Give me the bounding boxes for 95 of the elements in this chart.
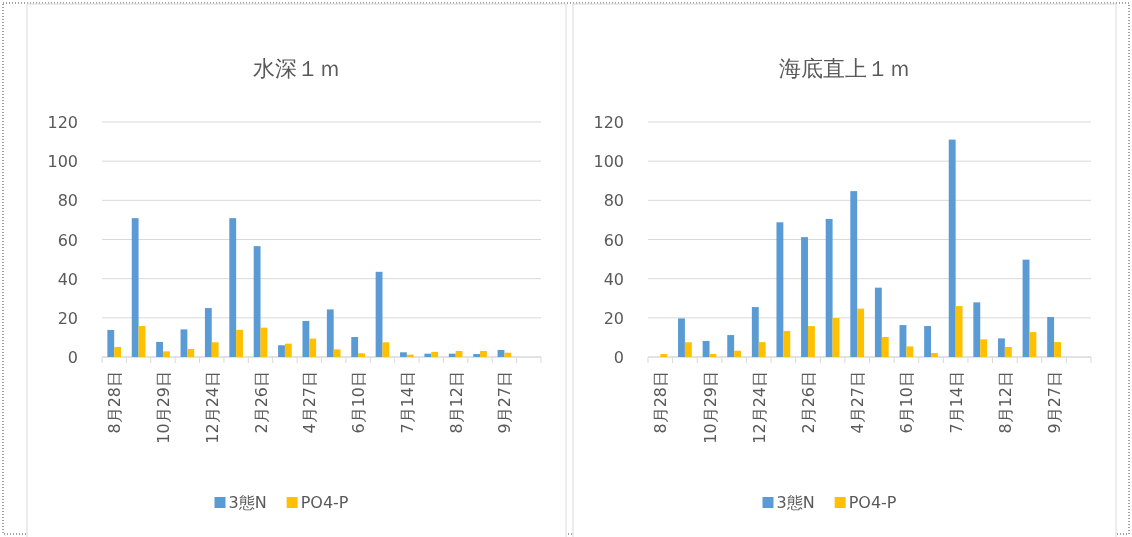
bar (424, 353, 432, 357)
x-tick-label: 2月26日 (798, 371, 818, 434)
y-tick-label: 20 (57, 308, 78, 328)
chart-title: 海底直上１ｍ (778, 56, 911, 81)
legend-label: 3態N (228, 493, 267, 512)
bar (973, 302, 981, 357)
y-tick-label: 80 (603, 191, 624, 211)
y-tick-label: 100 (593, 152, 624, 172)
bar (751, 307, 759, 357)
x-tick-label: 8月28日 (105, 371, 125, 434)
bar (906, 346, 914, 357)
bar (473, 354, 481, 357)
y-tick-label: 40 (57, 269, 78, 289)
x-tick-label: 10月29日 (153, 371, 173, 444)
bar (1054, 342, 1061, 357)
bar (678, 318, 685, 357)
bar (400, 352, 407, 357)
bar (302, 320, 310, 357)
bar (948, 139, 956, 357)
bar (333, 349, 341, 357)
x-tick-label: 6月10日 (897, 371, 917, 434)
y-tick-label: 60 (57, 230, 78, 250)
bar (309, 338, 317, 357)
y-tick-label: 0 (67, 348, 78, 367)
y-tick-label: 40 (603, 269, 624, 289)
bar (924, 326, 932, 357)
bar (187, 348, 195, 357)
bar (504, 352, 512, 357)
y-tick-label: 120 (593, 113, 624, 132)
bar (881, 337, 889, 357)
y-tick-label: 20 (603, 308, 624, 328)
x-tick-label: 9月27日 (1045, 371, 1065, 434)
x-tick-label: 10月29日 (700, 371, 720, 444)
bar (660, 354, 668, 357)
bar (783, 330, 791, 357)
bar (229, 218, 237, 357)
bar (702, 340, 710, 357)
x-tick-label: 7月14日 (397, 371, 417, 434)
x-tick-label: 9月27日 (495, 371, 515, 434)
bar (253, 246, 261, 357)
bar (801, 237, 808, 357)
x-tick-label: 7月14日 (946, 371, 966, 434)
bar (807, 326, 815, 357)
bar (284, 343, 292, 357)
x-tick-label: 12月24日 (202, 371, 222, 444)
bar (382, 342, 390, 357)
bar (709, 354, 717, 357)
bar (211, 342, 219, 357)
bar (776, 222, 784, 357)
bar (326, 309, 334, 357)
bar (684, 342, 692, 357)
y-tick-label: 100 (47, 152, 78, 172)
legend-label: PO4-P (300, 493, 349, 512)
x-tick-label: 8月28日 (651, 371, 671, 434)
bar (448, 353, 456, 357)
bar (980, 339, 988, 357)
x-tick-label: 4月27日 (848, 371, 868, 434)
legend-label: PO4-P (848, 493, 897, 512)
bar (1047, 317, 1055, 357)
bar (107, 329, 115, 357)
bar (758, 342, 766, 357)
bar (734, 350, 742, 357)
y-tick-label: 80 (57, 191, 78, 211)
bar (480, 350, 487, 357)
bar (114, 347, 122, 357)
bar (351, 337, 359, 357)
y-tick-label: 0 (613, 348, 624, 367)
bar (874, 287, 882, 357)
bar (131, 218, 139, 357)
bar (825, 218, 833, 357)
bar (857, 308, 865, 357)
bar (156, 341, 163, 357)
y-tick-label: 60 (603, 230, 624, 250)
bar (1029, 332, 1037, 357)
bar (278, 345, 285, 357)
legend-label: 3態N (776, 493, 815, 512)
bar (236, 329, 243, 357)
bar (850, 191, 858, 357)
bar (931, 353, 938, 357)
bar (727, 335, 735, 357)
bar (358, 353, 365, 357)
bar (204, 308, 212, 357)
bar (955, 306, 963, 357)
x-tick-label: 4月27日 (300, 371, 320, 434)
chart-title: 水深１ｍ (252, 56, 341, 81)
x-tick-label: 12月24日 (749, 371, 769, 444)
bar (997, 338, 1005, 357)
x-tick-label: 2月26日 (251, 371, 271, 434)
bar (162, 351, 170, 357)
x-tick-label: 6月10日 (349, 371, 369, 434)
bar (1004, 347, 1012, 357)
bar (431, 351, 439, 357)
x-tick-label: 8月12日 (446, 371, 466, 434)
y-tick-label: 120 (47, 113, 78, 132)
x-tick-label: 8月12日 (995, 371, 1015, 434)
